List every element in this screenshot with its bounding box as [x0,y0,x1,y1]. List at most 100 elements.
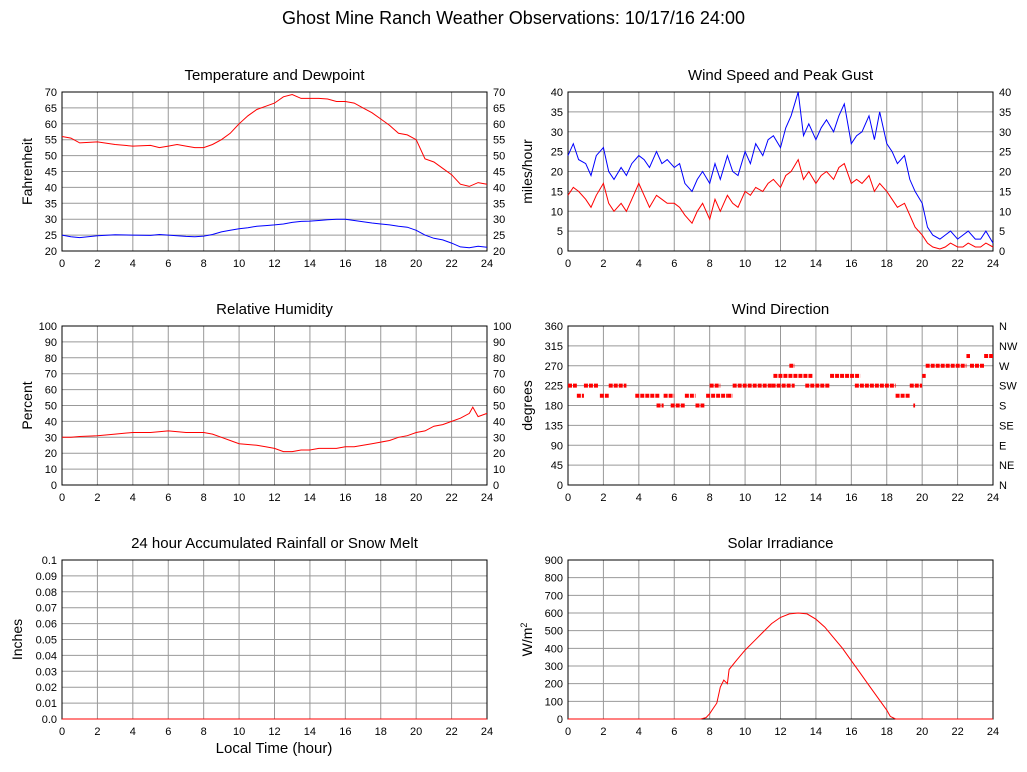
solar-xtick-label: 2 [600,726,606,738]
wind-ytick-label: 5 [557,226,563,238]
rain-xtick-label: 0 [59,726,65,738]
temp-right-tick-label: 70 [493,87,505,99]
rain-ytick-label: 0.04 [36,650,57,662]
rh-ytick-label: 80 [45,353,57,365]
winddir-xtick-label: 10 [739,492,751,504]
temp-right-tick-label: 55 [493,135,505,147]
solar-xtick-label: 24 [987,726,999,738]
rh-right-tick-label: 10 [493,464,505,476]
wind-right-tick-label: 25 [999,147,1011,159]
wind-ytick-label: 0 [557,246,563,258]
wind-xtick-label: 2 [600,258,606,270]
winddir-ytick-label: 225 [545,381,563,393]
rh-ytick-label: 0 [51,480,57,492]
winddir-title: Wind Direction [732,301,830,318]
winddir-frame [567,325,994,486]
solar-series-0-line [568,612,993,720]
temp-xtick-label: 8 [201,258,207,270]
temp-ytick-label: 60 [45,119,57,131]
temp-xtick-label: 12 [268,258,280,270]
temp-ytick-label: 20 [45,246,57,258]
temp-right-tick-label: 35 [493,198,505,210]
winddir-xtick-label: 4 [636,492,642,504]
temp-ytick-label: 30 [45,214,57,226]
rh-frame [61,325,488,486]
winddir-xtick-label: 20 [916,492,928,504]
rain-xtick-label: 14 [304,726,316,738]
rain-xtick-label: 22 [445,726,457,738]
solar-ytick-label: 100 [545,696,563,708]
wind-xtick-label: 12 [774,258,786,270]
winddir-right-tick-label: S [999,401,1006,413]
rh-right-tick-label: 80 [493,353,505,365]
winddir-xtick-label: 0 [565,492,571,504]
winddir-xtick-label: 22 [951,492,963,504]
rh-xtick-label: 16 [339,492,351,504]
rh-ytick-label: 10 [45,464,57,476]
temp-right-tick-label: 25 [493,230,505,242]
rh-right-tick-label: 70 [493,369,505,381]
wind-xtick-label: 4 [636,258,642,270]
wind-right-tick-label: 5 [999,226,1005,238]
wind-xtick-label: 24 [987,258,999,270]
rh-right-tick-label: 20 [493,448,505,460]
temp-xtick-label: 4 [130,258,136,270]
rain-ytick-label: 0.07 [36,603,57,615]
winddir-right-tick-label: E [999,440,1006,452]
winddir-xtick-label: 8 [707,492,713,504]
rain-xtick-label: 10 [233,726,245,738]
rh-right-tick-label: 0 [493,480,499,492]
rh-right-tick-label: 50 [493,401,505,413]
winddir-right-tick-label: N [999,480,1007,492]
rh-xtick-label: 18 [375,492,387,504]
temp-xtick-label: 24 [481,258,493,270]
rain-xtick-label: 2 [94,726,100,738]
page-title: Ghost Mine Ranch Weather Observations: 1… [282,8,745,28]
wind-right-tick-label: 30 [999,127,1011,139]
winddir-xtick-label: 18 [881,492,893,504]
wind-ytick-label: 40 [551,87,563,99]
winddir-ytick-label: 270 [545,361,563,373]
winddir-right-tick-label: NW [999,341,1018,353]
temp-xtick-label: 10 [233,258,245,270]
rh-xtick-label: 10 [233,492,245,504]
rain-ytick-label: 0.1 [42,555,57,567]
rain-ytick-label: 0.08 [36,587,57,599]
rh-ylabel: Percent [19,381,35,429]
solar-xtick-label: 10 [739,726,751,738]
wind-series-1-line [567,158,994,250]
wind-ytick-label: 25 [551,147,563,159]
rh-title: Relative Humidity [216,301,333,318]
wind-ylabel: miles/hour [519,139,535,204]
solar-ytick-label: 900 [545,555,563,567]
wind-title: Wind Speed and Peak Gust [688,67,874,84]
solar-ytick-label: 700 [545,590,563,602]
solar-xtick-label: 6 [671,726,677,738]
rh-ytick-label: 30 [45,432,57,444]
rh-xtick-label: 8 [201,492,207,504]
temp-xtick-label: 20 [410,258,422,270]
solar-ytick-label: 0 [557,714,563,726]
rh-ytick-label: 70 [45,369,57,381]
temp-xtick-label: 6 [165,258,171,270]
rh-ytick-label: 100 [39,321,57,333]
rain-ytick-label: 0.01 [36,698,57,710]
temp-xtick-label: 14 [304,258,316,270]
solar-xtick-label: 4 [636,726,642,738]
shared-xlabel: Local Time (hour) [216,740,333,757]
temp-xtick-label: 22 [445,258,457,270]
rh-ytick-label: 90 [45,337,57,349]
winddir-ytick-label: 360 [545,321,563,333]
temp-ytick-label: 55 [45,135,57,147]
rain-ytick-label: 0.05 [36,635,57,647]
rain-xtick-label: 4 [130,726,136,738]
rh-right-tick-label: 100 [493,321,511,333]
winddir-right-tick-label: NE [999,460,1014,472]
rh-xtick-label: 0 [59,492,65,504]
temp-right-tick-label: 65 [493,103,505,115]
temp-xtick-label: 18 [375,258,387,270]
temp-ytick-label: 35 [45,198,57,210]
solar-xtick-label: 20 [916,726,928,738]
winddir-xtick-label: 6 [671,492,677,504]
wind-ytick-label: 15 [551,186,563,198]
